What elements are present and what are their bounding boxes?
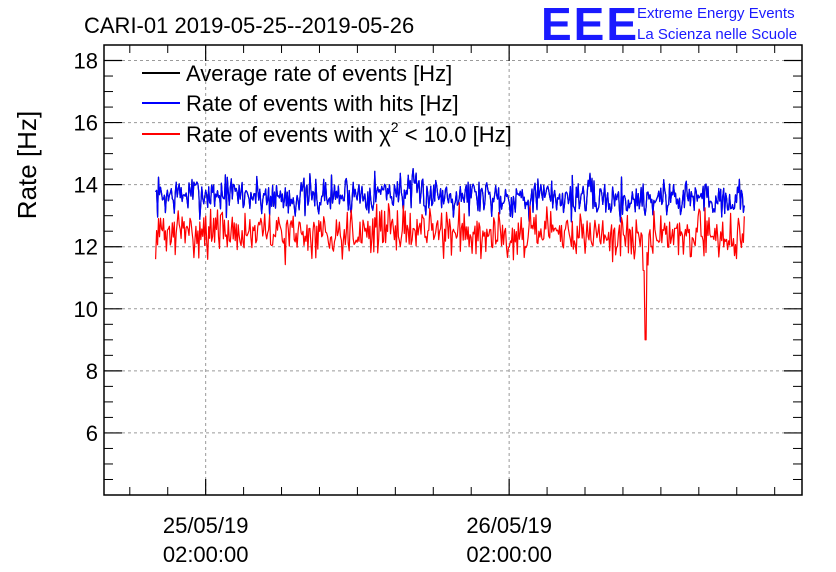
legend-chi2-sup: 2 [391, 119, 399, 135]
y-axis-title: Rate [Hz] [12, 111, 42, 219]
gridlines [104, 45, 802, 495]
legend-label-average: Average rate of events [Hz] [186, 61, 452, 86]
chart-title: CARI-01 2019-05-25--2019-05-26 [84, 13, 414, 38]
y-tick-label: 10 [74, 297, 98, 322]
y-tick-label: 6 [86, 421, 98, 446]
legend-chi2-symbol: χ [379, 122, 391, 147]
x-tick-time-label: 02:00:00 [466, 542, 552, 567]
y-tick-label: 16 [74, 111, 98, 136]
legend-label-chi2: Rate of events with χ2 < 10.0 [Hz] [186, 119, 512, 147]
y-axis: 6 8 10 12 14 16 18 [74, 44, 802, 480]
series-hits-line [155, 168, 745, 223]
x-tick-time-label: 02:00:00 [163, 542, 249, 567]
x-tick-date-label: 25/05/19 [163, 513, 249, 538]
brand-line-2: La Scienza nelle Scuole [637, 26, 797, 43]
plot-frame [103, 44, 803, 496]
x-axis: 25/05/19 02:00:00 26/05/19 02:00:00 [129, 45, 776, 567]
y-tick-label: 18 [74, 49, 98, 74]
eee-logo: EEE [541, 0, 639, 50]
series-chi2-line [155, 202, 745, 341]
legend-label-hits: Rate of events with hits [Hz] [186, 91, 459, 116]
y-tick-label: 8 [86, 359, 98, 384]
brand-line-1: Extreme Energy Events [637, 5, 795, 22]
legend-chi2-prefix: Rate of events with [186, 122, 379, 147]
legend-chi2-suffix: < 10.0 [Hz] [399, 122, 512, 147]
x-tick-date-label: 26/05/19 [466, 513, 552, 538]
legend: Average rate of events [Hz] Rate of even… [142, 61, 512, 147]
y-tick-label: 14 [74, 173, 98, 198]
series-layer [155, 168, 745, 341]
eee-logo-text: EEE [541, 0, 639, 50]
y-tick-label: 12 [74, 235, 98, 260]
